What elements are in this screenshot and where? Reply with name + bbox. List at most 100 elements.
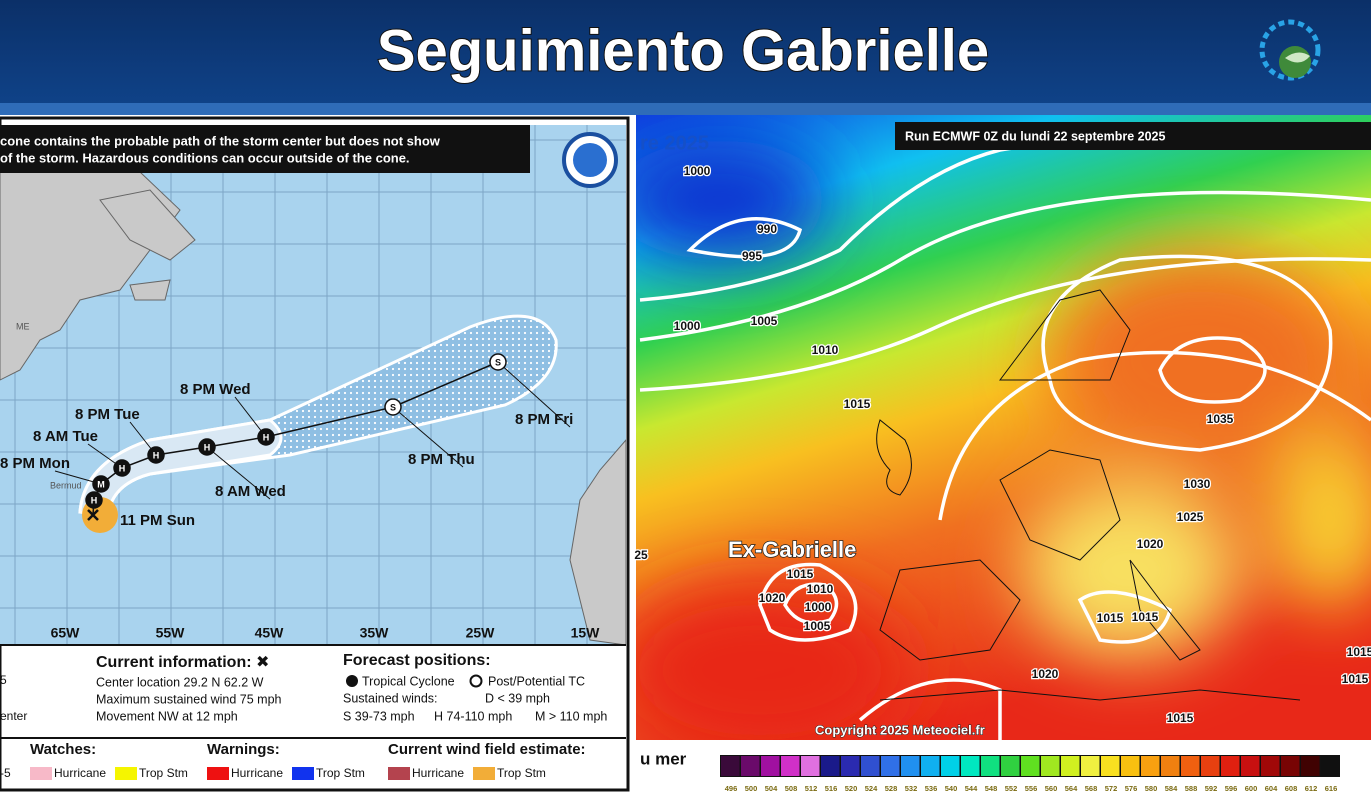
tc-symbol: [346, 675, 358, 687]
colorbar-box: [1121, 756, 1140, 776]
legend-label: Hurricane: [231, 766, 283, 780]
colorbar-label: 592: [1205, 784, 1218, 793]
colorbar-box: [761, 756, 780, 776]
colorbar-box: [841, 756, 860, 776]
colorbar-label: 536: [925, 784, 938, 793]
colorbar-label: 528: [885, 784, 898, 793]
point-label: 11 PM Sun: [120, 512, 195, 529]
colorbar-label: 496: [725, 784, 738, 793]
legend-swatch: [115, 767, 137, 780]
point-label: 8 PM Mon: [0, 455, 70, 472]
colorbar-box: [1321, 756, 1340, 776]
isobar-label: 1015: [787, 567, 814, 581]
colorbar-box: [1261, 756, 1280, 776]
colorbar-box: [1101, 756, 1120, 776]
colorbar-label: 572: [1105, 784, 1118, 793]
longitude-label: 45W: [255, 625, 285, 641]
legend-label: Trop Stm: [316, 766, 365, 780]
forecast-text: M > 110 mph: [535, 709, 607, 723]
longitude-label: 65W: [51, 625, 81, 641]
point-letter: M: [97, 479, 105, 489]
nhc-panel: [0, 116, 630, 792]
track-point: [85, 491, 103, 509]
colorbar-label: 568: [1085, 784, 1098, 793]
point-letter: H: [119, 463, 126, 473]
colorbar-box: [1161, 756, 1180, 776]
colorbar-label: 548: [985, 784, 998, 793]
colorbar-label: 544: [965, 784, 978, 793]
isobar-label: 1010: [812, 343, 839, 357]
legend-label: Hurricane: [412, 766, 464, 780]
colorbar-box: [1221, 756, 1240, 776]
colorbar-label: 552: [1005, 784, 1018, 793]
colorbar-label: 524: [865, 784, 878, 793]
colorbar-label: 500: [745, 784, 758, 793]
place-label: ME: [16, 321, 30, 331]
forecast-text: Tropical Cyclone: [362, 674, 455, 688]
colorbar-box: [1021, 756, 1040, 776]
isobar-label: 995: [742, 249, 762, 263]
legend-swatch: [473, 767, 495, 780]
header-strip: [0, 103, 1371, 115]
longitude-label: 25W: [466, 625, 496, 641]
forecast-title: Forecast positions:: [343, 652, 491, 669]
isobar-label: 1035: [1207, 412, 1234, 426]
isobar-label: 1015: [1167, 711, 1194, 725]
corner-label: re 2025: [640, 132, 709, 154]
isobar-label: 990: [757, 222, 777, 236]
leader-line: [392, 406, 464, 468]
point-letter: H: [263, 432, 270, 442]
isobar-label: 1010: [807, 582, 834, 596]
isobar-label: 1015: [1097, 611, 1124, 625]
fragment: enter: [0, 709, 27, 723]
legend-label: Trop Stm: [497, 766, 546, 780]
place-label: Bermud: [50, 480, 82, 490]
point-label: 8 PM Wed: [180, 381, 251, 398]
legend-swatch: [292, 767, 314, 780]
fragment: 5: [0, 673, 7, 687]
run-label: Run ECMWF 0Z du lundi 22 septembre 2025: [905, 129, 1166, 143]
colorbar-label: 520: [845, 784, 858, 793]
caption: u mer: [640, 749, 687, 768]
track-point: [257, 428, 275, 446]
isobar-label: 1005: [804, 619, 831, 633]
colorbar-label: 560: [1045, 784, 1058, 793]
leader-line: [206, 446, 271, 500]
colorbar-label: 608: [1285, 784, 1298, 793]
logo: [1259, 19, 1321, 81]
colorbar-label: 576: [1125, 784, 1138, 793]
storm-label: Ex-Gabrielle: [728, 537, 856, 562]
colorbar-box: [741, 756, 760, 776]
colorbar-label: 504: [765, 784, 778, 793]
forecast-text: S 39-73 mph: [343, 709, 415, 723]
point-label: 8 PM Fri: [515, 411, 573, 428]
colorbar-box: [1201, 756, 1220, 776]
colorbar-label: 512: [805, 784, 818, 793]
track-point: [489, 353, 507, 371]
isobar-label: 1015: [1347, 645, 1371, 659]
track-point: [92, 475, 110, 493]
info-line: Maximum sustained wind 75 mph: [96, 692, 282, 706]
colorbar-box: [721, 756, 740, 776]
track-point: [384, 398, 402, 416]
colorbar-label: 616: [1325, 784, 1338, 793]
info-line: Center location 29.2 N 62.2 W: [96, 675, 264, 689]
point-label: 8 AM Tue: [33, 428, 98, 445]
colorbar-label: 516: [825, 784, 838, 793]
forecast-text: D < 39 mph: [485, 691, 550, 705]
isobar-label: 1015: [844, 397, 871, 411]
point-letter: S: [390, 402, 396, 412]
legend-swatch: [388, 767, 410, 780]
colorbar-label: 584: [1165, 784, 1178, 793]
colorbar-box: [901, 756, 920, 776]
fragment: -5: [0, 766, 11, 780]
isobar-label: 1025: [1177, 510, 1204, 524]
colorbar-box: [1301, 756, 1320, 776]
isobar-label: 1000: [684, 164, 711, 178]
copyright: Copyright 2025 Meteociel.fr: [815, 722, 985, 737]
legend-label: Hurricane: [54, 766, 106, 780]
isobar-label: 1000: [805, 600, 832, 614]
colorbar-label: 564: [1065, 784, 1078, 793]
legend-title: Watches:: [30, 741, 96, 758]
